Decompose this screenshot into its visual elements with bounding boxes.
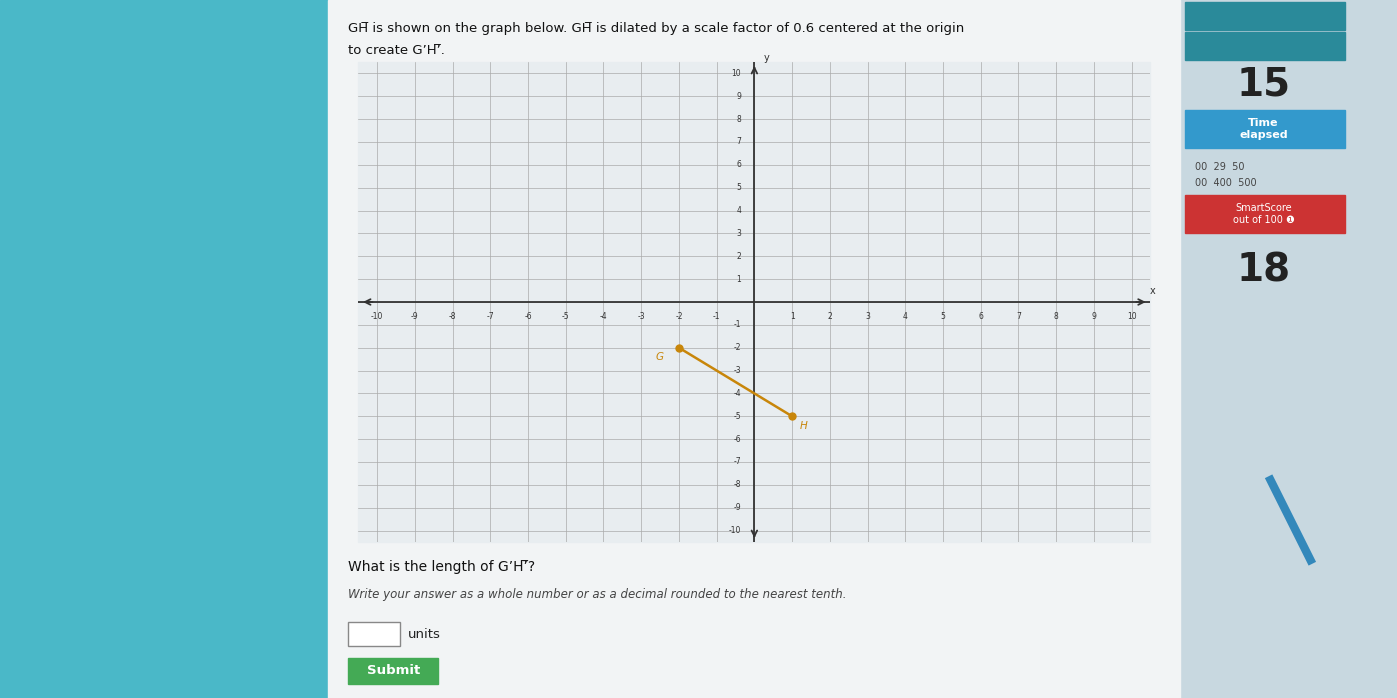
Text: 3: 3 (736, 229, 742, 238)
Bar (348, 622, 401, 646)
Text: 10: 10 (1127, 312, 1136, 321)
Text: -7: -7 (733, 457, 742, 466)
Text: units: units (408, 628, 441, 641)
Text: Submit: Submit (366, 664, 420, 678)
Text: -4: -4 (733, 389, 742, 398)
Text: y: y (764, 52, 770, 63)
Bar (328, 0, 1180, 698)
Text: -9: -9 (733, 503, 742, 512)
Bar (1186, 195, 1345, 233)
Text: -7: -7 (486, 312, 495, 321)
Text: 2: 2 (827, 312, 833, 321)
Text: 4: 4 (902, 312, 908, 321)
Text: -5: -5 (562, 312, 570, 321)
Text: -10: -10 (372, 312, 383, 321)
Bar (1186, 2, 1345, 30)
Text: Write your answer as a whole number or as a decimal rounded to the nearest tenth: Write your answer as a whole number or a… (348, 588, 847, 601)
Text: G: G (655, 352, 664, 362)
Text: 5: 5 (940, 312, 946, 321)
Text: 1: 1 (789, 312, 795, 321)
Text: 6: 6 (736, 161, 742, 170)
Text: -2: -2 (733, 343, 742, 352)
Text: -8: -8 (733, 480, 742, 489)
Text: -4: -4 (599, 312, 608, 321)
Text: to create G’H’̅.: to create G’H’̅. (348, 44, 446, 57)
Text: 6: 6 (978, 312, 983, 321)
Text: -2: -2 (675, 312, 683, 321)
Text: GH̅ is shown on the graph below. GH̅ is dilated by a scale factor of 0.6 centere: GH̅ is shown on the graph below. GH̅ is … (348, 22, 964, 35)
Text: -6: -6 (733, 435, 742, 444)
Text: -9: -9 (411, 312, 419, 321)
Bar (1186, 32, 1345, 60)
Text: 2: 2 (736, 252, 742, 261)
Text: 4: 4 (736, 206, 742, 215)
Text: -8: -8 (448, 312, 457, 321)
Text: 9: 9 (736, 91, 742, 101)
Text: -5: -5 (733, 412, 742, 421)
Bar (1186, 110, 1345, 148)
Text: -3: -3 (637, 312, 645, 321)
Text: 7: 7 (1016, 312, 1021, 321)
Text: 3: 3 (865, 312, 870, 321)
Text: 15: 15 (1236, 66, 1291, 104)
Text: Time
elapsed: Time elapsed (1239, 118, 1288, 140)
Text: 1: 1 (736, 274, 742, 283)
Text: -1: -1 (712, 312, 721, 321)
Text: x: x (1150, 286, 1155, 296)
Text: 7: 7 (736, 138, 742, 147)
Bar (348, 658, 439, 684)
Bar (1180, 0, 1397, 698)
Text: 00  29  50: 00 29 50 (1196, 162, 1245, 172)
Text: 9: 9 (1091, 312, 1097, 321)
Text: 8: 8 (736, 114, 742, 124)
Text: -6: -6 (524, 312, 532, 321)
Text: 10: 10 (732, 69, 742, 78)
Bar (358, 62, 1151, 542)
Text: SmartScore
out of 100 ❶: SmartScore out of 100 ❶ (1232, 203, 1295, 225)
Text: 8: 8 (1053, 312, 1059, 321)
Bar (0, 0, 328, 698)
Text: 18: 18 (1236, 251, 1291, 289)
Text: -1: -1 (733, 320, 742, 329)
Text: -3: -3 (733, 366, 742, 375)
Text: H: H (799, 421, 807, 431)
Text: -10: -10 (729, 526, 742, 535)
Text: 00  400  500: 00 400 500 (1196, 178, 1257, 188)
Text: What is the length of G’H’̅?: What is the length of G’H’̅? (348, 560, 535, 574)
Text: 5: 5 (736, 183, 742, 192)
